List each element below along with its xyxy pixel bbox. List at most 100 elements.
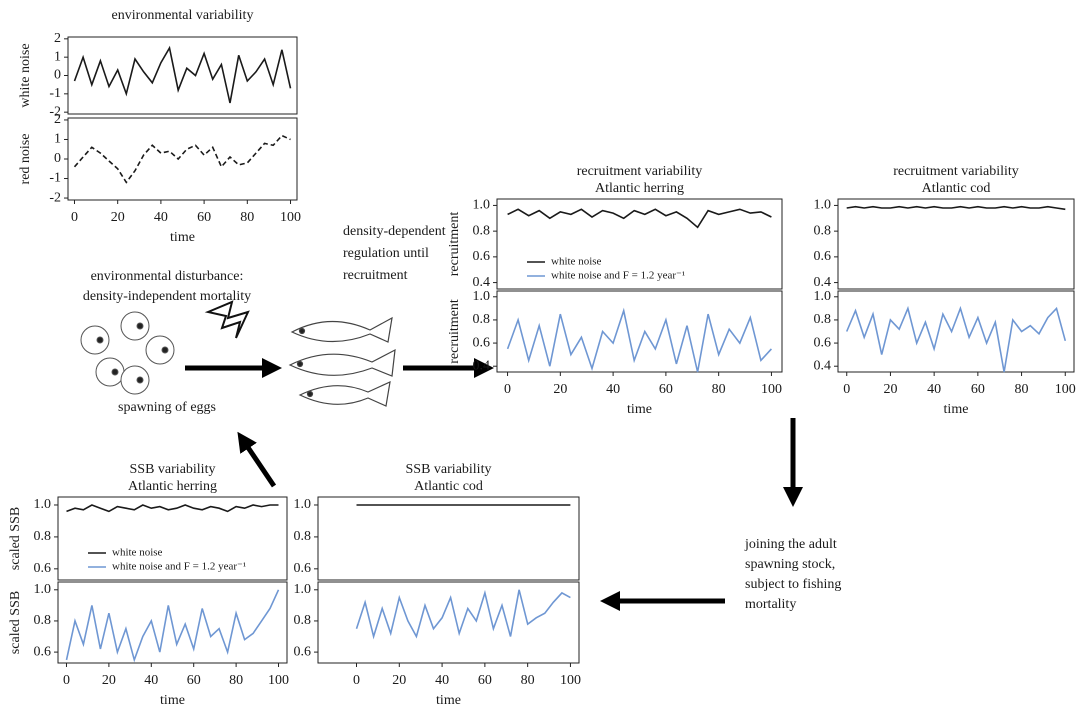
- y-tick-label: -1: [49, 86, 61, 101]
- x-tick-label: 20: [392, 673, 406, 688]
- x-tick-label: 0: [843, 382, 850, 397]
- series-line: [846, 205, 1066, 211]
- y-axis-label: scaled SSB: [8, 507, 23, 570]
- y-tick-label: 1.0: [34, 497, 52, 512]
- x-tick-label: 100: [280, 210, 301, 225]
- y-tick-label: 1: [54, 132, 61, 147]
- chart: recruitment variability Atlantic herring 0…: [447, 164, 783, 417]
- y-tick-label: 1.0: [814, 289, 832, 304]
- plot-frame: [496, 290, 783, 373]
- y-tick-label: 1.0: [294, 582, 312, 597]
- series-line: [73, 45, 292, 104]
- y-tick-label: 0.4: [473, 275, 491, 290]
- series-line: [355, 589, 571, 640]
- y-tick-label: 0: [54, 151, 61, 166]
- x-tick-label: 40: [606, 382, 620, 397]
- y-tick-label: 0.4: [814, 275, 832, 290]
- y-tick-label: 1.0: [473, 198, 491, 213]
- series-line: [506, 307, 772, 373]
- x-tick-label: 40: [144, 673, 158, 688]
- y-tick-label: 0.8: [814, 223, 832, 238]
- y-tick-label: 0.8: [473, 223, 491, 238]
- x-tick-label: 60: [659, 382, 673, 397]
- label: joining the adult: [744, 537, 837, 552]
- x-tick-label: 40: [435, 673, 449, 688]
- y-tick-label: 0.6: [814, 335, 832, 350]
- series-line: [507, 208, 772, 229]
- label: regulation until: [343, 246, 429, 261]
- series-line: [66, 504, 279, 513]
- chart-title: recruitment variability: [577, 164, 703, 179]
- y-tick-label: 0.8: [34, 529, 52, 544]
- label: spawning stock,: [745, 557, 835, 572]
- label: mortality: [745, 597, 796, 612]
- y-tick-label: 1.0: [34, 582, 52, 597]
- plot-frame: [837, 198, 1075, 290]
- chart-title: SSB variability: [130, 462, 216, 477]
- y-tick-label: 0.8: [473, 312, 491, 327]
- x-tick-label: 0: [504, 382, 511, 397]
- legend-label: white noise: [551, 256, 602, 268]
- x-tick-label: 80: [1015, 382, 1029, 397]
- x-axis-label: time: [436, 693, 461, 708]
- y-tick-label: 1.0: [294, 497, 312, 512]
- chart: SSB variability Atlantic herring 0.6 0.8 1.0…: [8, 462, 289, 708]
- y-tick-label: 2: [54, 112, 61, 127]
- chart: environmental variability -2 -1 0 1 2 white no…: [18, 8, 298, 119]
- chart-title: environmental variability: [112, 8, 254, 23]
- plot-frame: [67, 117, 298, 201]
- x-tick-label: 100: [560, 673, 581, 688]
- y-tick-label: 0.6: [473, 249, 491, 264]
- y-tick-label: 0.6: [294, 561, 312, 576]
- chart-title: SSB variability: [406, 462, 492, 477]
- y-axis-label: scaled SSB: [8, 591, 23, 654]
- eggs: [80, 311, 175, 395]
- y-tick-label: 1.0: [473, 289, 491, 304]
- y-axis-label: red noise: [18, 134, 33, 185]
- legend-label: white noise and F = 1.2 year⁻¹: [551, 270, 685, 282]
- x-tick-label: 0: [63, 673, 70, 688]
- x-tick-label: 100: [761, 382, 782, 397]
- y-tick-label: 1: [54, 49, 61, 64]
- chart: -2 -1 0 1 2 red noise 0 20 40 60 80 100 time: [18, 112, 301, 245]
- plot-frame: [837, 290, 1075, 373]
- series-line: [73, 134, 291, 184]
- y-tick-label: 0.8: [294, 529, 312, 544]
- x-axis-label: time: [944, 402, 969, 417]
- legend-label: white noise: [112, 547, 163, 559]
- lightning: [204, 300, 250, 339]
- y-tick-label: 0.6: [814, 249, 832, 264]
- x-tick-label: 20: [111, 210, 125, 225]
- x-tick-label: 60: [197, 210, 211, 225]
- y-tick-label: 0.4: [814, 358, 832, 373]
- chart-subtitle: Atlantic cod: [414, 479, 483, 494]
- x-tick-label: 40: [154, 210, 168, 225]
- plot-frame: [317, 581, 580, 664]
- series-line: [845, 305, 1067, 373]
- chart: SSB variability Atlantic cod 0.6 0.8 1.0 0.6 0…: [294, 462, 581, 708]
- plot-frame: [57, 581, 288, 664]
- x-tick-label: 40: [927, 382, 941, 397]
- label: density-dependent: [343, 224, 446, 239]
- series-line: [65, 589, 280, 663]
- legend-label: white noise and F = 1.2 year⁻¹: [112, 561, 246, 573]
- x-tick-label: 60: [971, 382, 985, 397]
- label: recruitment: [343, 268, 408, 283]
- y-axis-label: white noise: [18, 43, 33, 107]
- x-tick-label: 60: [187, 673, 201, 688]
- x-tick-label: 100: [1055, 382, 1076, 397]
- x-tick-label: 80: [229, 673, 243, 688]
- plot-frame: [317, 496, 580, 581]
- x-tick-label: 80: [521, 673, 535, 688]
- arrows: [185, 358, 803, 611]
- x-tick-label: 80: [240, 210, 254, 225]
- x-tick-label: 20: [883, 382, 897, 397]
- fish: [288, 316, 396, 407]
- y-axis-label: recruitment: [447, 299, 462, 364]
- x-tick-label: 20: [102, 673, 116, 688]
- plot-frame: [67, 36, 298, 115]
- label: subject to fishing: [745, 577, 841, 592]
- x-tick-label: 0: [71, 210, 78, 225]
- y-tick-label: 0: [54, 68, 61, 83]
